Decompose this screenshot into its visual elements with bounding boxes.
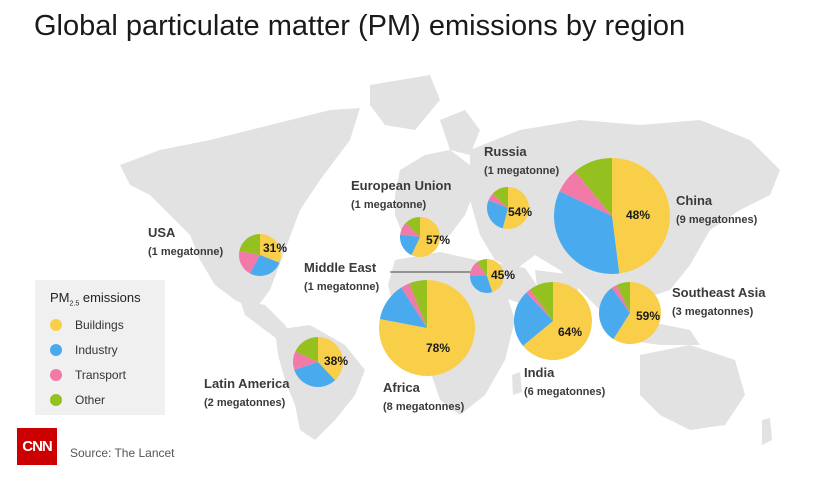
region-emissions-middle-east: (1 megatonne) [304, 281, 380, 293]
pie-slice-usa-buildings [260, 233, 282, 263]
region-name-southeast-asia: Southeast Asia [672, 285, 766, 300]
source-note: Source: The Lancet [70, 446, 175, 460]
pie-slice-usa-industry [249, 255, 280, 277]
region-emissions-latin-america: (2 megatonnes) [204, 397, 286, 409]
region-name-india: India [524, 365, 555, 380]
pie-label-usa: 31% [263, 241, 287, 255]
madagascar-shape [512, 372, 522, 395]
region-name-european-union: European Union [351, 178, 451, 193]
cnn-logo: CNN [17, 428, 57, 465]
pie-slice-africa-buildings [379, 280, 476, 377]
region-name-russia: Russia [484, 144, 527, 159]
pie-slice-european-union-industry [400, 234, 420, 256]
region-name-china: China [676, 193, 713, 208]
region-emissions-russia: (1 megatonne) [484, 165, 560, 177]
transport-swatch [50, 369, 62, 381]
chart-title: Global particulate matter (PM) emissions… [34, 10, 686, 42]
pie-slice-latin-america-transport [292, 351, 318, 370]
legend-label: Industry [75, 343, 118, 357]
pie-slice-africa-other [409, 280, 427, 328]
pie-slice-usa-other [239, 234, 260, 255]
pie-slice-middle-east-buildings [487, 259, 505, 293]
legend: PM2.5 emissions Buildings Industry Trans… [35, 280, 165, 415]
pie-slice-latin-america-other [295, 337, 318, 362]
pie-slice-russia-buildings [502, 187, 530, 230]
pie-slice-india-industry [513, 292, 553, 346]
pie-slice-southeast-asia-industry [599, 287, 630, 340]
pie-slice-china-transport [559, 171, 612, 216]
pie-slice-southeast-asia-buildings [613, 282, 662, 344]
region-emissions-india: (6 megatonnes) [524, 386, 606, 398]
legend-item-industry: Industry [50, 342, 118, 358]
new-zealand-shape [762, 418, 772, 445]
pie-slice-china-other [575, 158, 612, 216]
pie-slice-africa-transport [401, 283, 427, 328]
industry-swatch [50, 344, 62, 356]
region-name-middle-east: Middle East [304, 260, 377, 275]
region-emissions-china: (9 megatonnes) [676, 214, 758, 226]
legend-label: Buildings [75, 318, 124, 332]
pie-slice-africa-industry [379, 287, 427, 328]
pie-slice-european-union-transport [400, 223, 420, 237]
pie-slice-india-transport [526, 289, 553, 321]
pie-slice-european-union-buildings [411, 217, 440, 257]
pie-slice-india-other [530, 282, 553, 321]
pie-slice-russia-transport [488, 193, 508, 208]
pie-slice-usa-transport [238, 251, 260, 274]
legend-title-main: PM [50, 290, 70, 305]
pie-slice-southeast-asia-other [616, 282, 630, 313]
pie-slice-middle-east-other [477, 259, 487, 276]
region-name-africa: Africa [383, 380, 421, 395]
legend-label: Other [75, 393, 106, 407]
pie-label-china: 48% [626, 208, 650, 222]
pie-label-russia: 54% [508, 205, 532, 219]
legend-title: PM2.5 emissions [50, 290, 141, 308]
pie-slice-russia-industry [486, 200, 508, 229]
pie-slice-middle-east-industry [470, 276, 493, 294]
pie-label-india: 64% [558, 325, 582, 339]
pie-label-africa: 78% [426, 341, 450, 355]
legend-title-subscript: 2.5 [69, 300, 80, 308]
pie-slice-european-union-other [405, 217, 420, 237]
pie-slice-china-buildings [612, 158, 670, 274]
pie-label-european-union: 57% [426, 233, 450, 247]
region-name-usa: USA [148, 225, 176, 240]
region-emissions-southeast-asia: (3 megatonnes) [672, 306, 754, 318]
region-labels: USA (1 megatonne) 31% European Union (1 mega… [148, 144, 766, 413]
japan-shape [687, 200, 705, 245]
australia-shape [640, 345, 745, 430]
legend-label: Transport [75, 368, 126, 382]
pie-label-latin-america: 38% [324, 354, 348, 368]
pie-slice-southeast-asia-transport [611, 284, 630, 313]
greenland-shape [370, 75, 440, 130]
pie-charts [238, 158, 670, 387]
legend-item-buildings: Buildings [50, 317, 124, 333]
pie-slice-russia-other [492, 187, 508, 208]
region-name-latin-america: Latin America [204, 376, 290, 391]
pie-slice-latin-america-industry [294, 362, 336, 387]
pie-slice-middle-east-transport [470, 262, 487, 276]
legend-title-suffix: emissions [79, 290, 141, 305]
north-america-shape [120, 108, 360, 310]
region-emissions-africa: (8 megatonnes) [383, 401, 465, 413]
pie-slice-india-buildings [522, 282, 592, 360]
region-emissions-usa: (1 megatonne) [148, 246, 224, 258]
pie-label-southeast-asia: 59% [636, 309, 660, 323]
scandinavia-shape [440, 110, 480, 155]
legend-item-other: Other [50, 392, 105, 408]
pie-label-middle-east: 45% [491, 268, 515, 282]
pie-slice-latin-america-buildings [318, 337, 343, 381]
buildings-swatch [50, 319, 62, 331]
other-swatch [50, 394, 62, 406]
region-emissions-european-union: (1 megatonne) [351, 199, 427, 211]
pie-slice-china-industry [553, 191, 620, 274]
legend-item-transport: Transport [50, 367, 126, 383]
